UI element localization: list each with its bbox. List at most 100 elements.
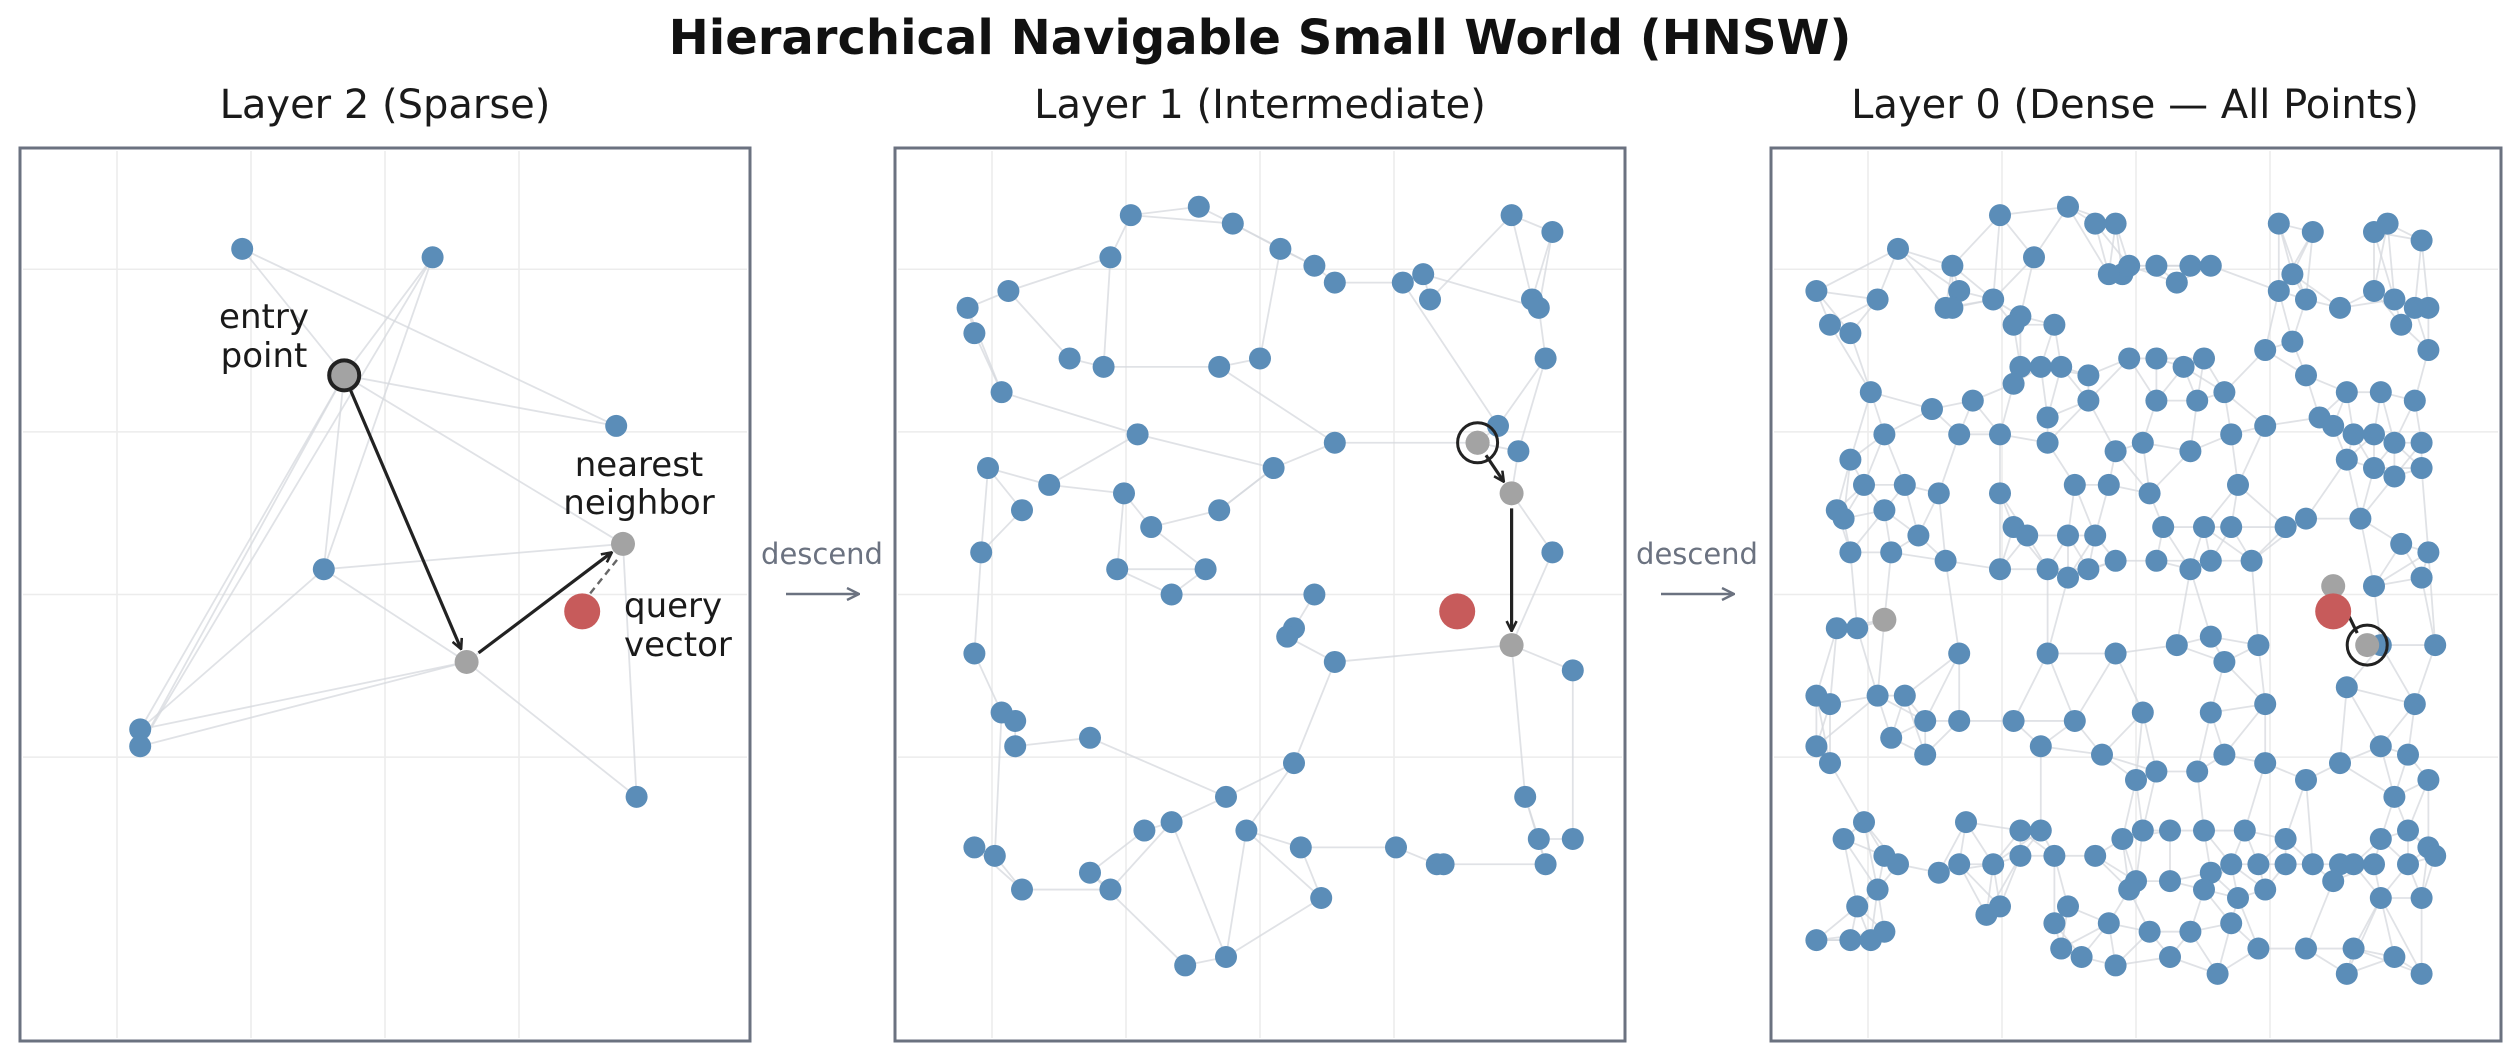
graph-node bbox=[2131, 701, 2154, 724]
graph-node bbox=[1235, 819, 1258, 842]
graph-node bbox=[2274, 853, 2297, 876]
graph-node bbox=[2335, 676, 2358, 699]
graph-node bbox=[1961, 389, 1984, 412]
graph-node bbox=[2295, 364, 2317, 387]
graph-node bbox=[2397, 819, 2419, 842]
graph-node bbox=[1887, 237, 1909, 260]
graph-edge bbox=[2420, 467, 2430, 553]
graph-node bbox=[1866, 878, 1889, 901]
graph-node bbox=[2125, 768, 2147, 791]
entry-point-line-1: entry bbox=[219, 297, 309, 337]
graph-node bbox=[1269, 237, 1292, 260]
graph-node bbox=[2335, 381, 2358, 404]
graph-node bbox=[2295, 507, 2317, 530]
graph-node bbox=[1866, 288, 1889, 311]
graph-node bbox=[2240, 549, 2263, 572]
graph-node bbox=[1140, 516, 1163, 539]
graph-node bbox=[1866, 684, 1889, 707]
graph-node bbox=[1819, 752, 1841, 775]
nearest-neighbor-node bbox=[2355, 633, 2380, 658]
graph-edge bbox=[1422, 273, 1540, 309]
graph-node bbox=[1208, 499, 1231, 522]
graph-node bbox=[2009, 819, 2032, 842]
graph-node bbox=[2179, 920, 2202, 943]
graph-node bbox=[625, 785, 648, 808]
graph-node bbox=[1846, 617, 1869, 640]
graph-edge bbox=[323, 543, 624, 571]
graph-node bbox=[2417, 768, 2440, 791]
graph-node bbox=[1126, 423, 1149, 446]
graph-edge bbox=[1829, 628, 1838, 705]
nearest-neighbor-line-1: nearest bbox=[575, 445, 704, 485]
graph-node bbox=[2050, 355, 2073, 378]
graph-node bbox=[1989, 204, 2011, 227]
panel-title-layer-2: Layer 2 (Sparse) bbox=[220, 82, 551, 128]
graph-node bbox=[1432, 853, 1455, 876]
graph-node bbox=[1914, 709, 1937, 732]
search-path-arrow bbox=[348, 388, 461, 648]
graph-edge bbox=[2373, 223, 2389, 292]
graph-node bbox=[2247, 634, 2270, 657]
graph-node bbox=[1832, 827, 1855, 850]
graph-node bbox=[1323, 650, 1346, 673]
graph-node bbox=[2179, 440, 2202, 463]
graph-node bbox=[2104, 212, 2127, 235]
graph-node bbox=[2002, 372, 2025, 395]
graph-node bbox=[1385, 836, 1407, 859]
graph-edge bbox=[1089, 829, 1145, 874]
graph-edge bbox=[2380, 897, 2423, 975]
graph-edge bbox=[2012, 653, 2049, 722]
graph-node bbox=[2363, 853, 2385, 876]
graph-node bbox=[2016, 524, 2039, 547]
graph-node bbox=[2023, 246, 2045, 269]
graph-node bbox=[2152, 516, 2175, 539]
graph-edge bbox=[139, 374, 345, 730]
visited-node bbox=[2321, 574, 2346, 599]
layer-1-panel bbox=[893, 146, 1627, 1043]
graph-node bbox=[2342, 937, 2365, 960]
graph-node bbox=[1880, 726, 1903, 749]
nearest-neighbor-line-2: neighbor bbox=[563, 483, 714, 523]
graph-node bbox=[1249, 347, 1271, 370]
entry-point-node bbox=[327, 358, 362, 393]
graph-node bbox=[1873, 423, 1896, 446]
graph-node bbox=[1561, 659, 1584, 682]
graph-edge bbox=[1815, 627, 1838, 696]
graph-node bbox=[2036, 431, 2059, 454]
nearest-neighbor-label: nearest neighbor bbox=[563, 445, 714, 523]
graph-edge bbox=[343, 256, 434, 376]
graph-node bbox=[2131, 431, 2154, 454]
graph-node bbox=[1893, 473, 1916, 496]
graph-edge bbox=[2339, 687, 2348, 764]
graph-node bbox=[2349, 507, 2372, 530]
graph-node bbox=[1106, 558, 1129, 581]
graph-edge bbox=[1842, 838, 1859, 907]
graph-edge bbox=[1089, 736, 1227, 798]
graph-edge bbox=[2250, 560, 2260, 646]
graph-node bbox=[2254, 339, 2277, 362]
graph-edge bbox=[2305, 231, 2314, 300]
graph-node bbox=[1927, 861, 1950, 884]
graph-node bbox=[977, 457, 999, 480]
graph-node bbox=[2281, 263, 2304, 286]
graph-edge bbox=[1225, 830, 1248, 958]
graph-node bbox=[1419, 288, 1441, 311]
graph-node bbox=[1921, 398, 1943, 421]
graph-node bbox=[2227, 886, 2249, 909]
graph-node bbox=[2009, 355, 2032, 378]
graph-edge bbox=[2359, 518, 2375, 587]
graph-edge bbox=[2420, 240, 2430, 308]
graph-edge bbox=[1109, 821, 1173, 891]
graph-node bbox=[2084, 212, 2107, 235]
graph-edge bbox=[2251, 517, 2307, 562]
graph-node bbox=[2254, 414, 2277, 437]
graph-node bbox=[1113, 482, 1135, 505]
graph-node bbox=[2111, 827, 2134, 850]
graph-node bbox=[2369, 735, 2392, 758]
graph-edge bbox=[2346, 686, 2382, 747]
graph-edge bbox=[140, 661, 467, 731]
graph-node bbox=[2410, 229, 2433, 252]
graph-edge bbox=[1856, 627, 1879, 696]
graph-node bbox=[2145, 760, 2168, 783]
graph-node bbox=[2410, 457, 2433, 480]
